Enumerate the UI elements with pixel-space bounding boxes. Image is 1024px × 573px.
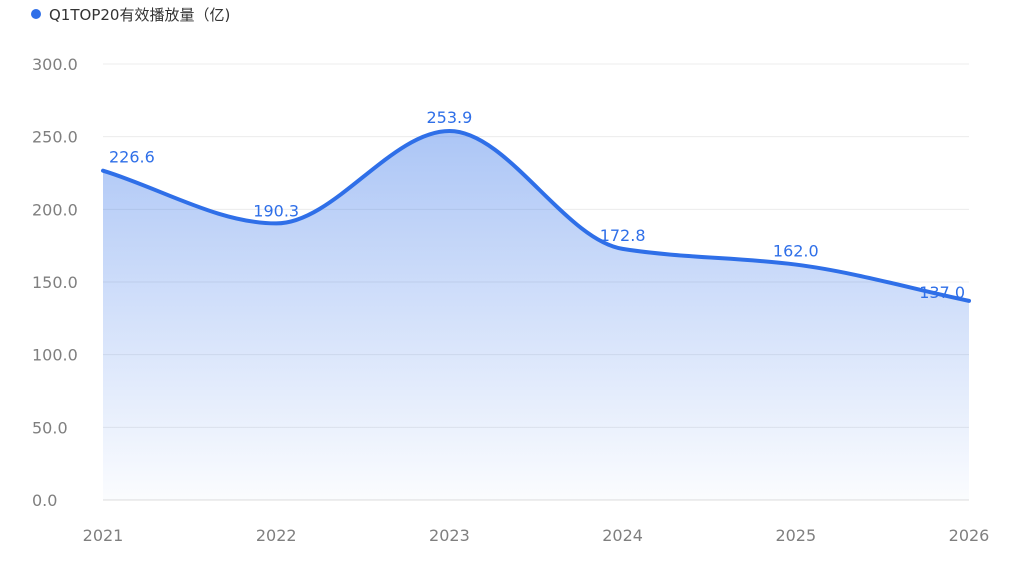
y-tick-label: 50.0	[32, 418, 68, 437]
x-tick-label: 2023	[429, 526, 470, 545]
data-label: 137.0	[919, 283, 965, 302]
data-label: 226.6	[109, 148, 155, 167]
data-point	[100, 168, 106, 174]
x-tick-label: 2022	[256, 526, 297, 545]
series-layer	[100, 128, 972, 501]
x-tick-label: 2024	[602, 526, 643, 545]
data-point	[273, 220, 279, 226]
x-tick-label: 2026	[949, 526, 990, 545]
data-label: 253.9	[426, 108, 472, 127]
y-tick-label: 150.0	[32, 273, 78, 292]
legend-marker-icon	[31, 9, 41, 19]
x-axis-tick-labels: 2021 2022 2023 2024 2025 2026	[83, 526, 990, 545]
data-label: 172.8	[600, 226, 646, 245]
y-tick-label: 250.0	[32, 128, 78, 147]
data-label: 162.0	[773, 242, 819, 261]
chart-legend: Q1TOP20有效播放量（亿)	[31, 3, 230, 25]
y-axis-tick-labels: 0.0 50.0 100.0 150.0 200.0 250.0 300.0	[32, 55, 78, 510]
series-area-fill	[103, 130, 969, 501]
y-tick-label: 0.0	[32, 491, 57, 510]
data-point	[446, 128, 452, 134]
y-tick-label: 200.0	[32, 200, 78, 219]
x-tick-label: 2025	[775, 526, 816, 545]
data-point	[793, 262, 799, 268]
legend-label: Q1TOP20有效播放量（亿)	[49, 5, 231, 24]
y-tick-label: 100.0	[32, 346, 78, 365]
data-point	[966, 298, 972, 304]
data-point	[620, 246, 626, 252]
series-line	[101, 128, 971, 303]
x-tick-label: 2021	[83, 526, 124, 545]
data-labels: 226.6 190.3 253.9 172.8 162.0 137.0	[109, 108, 965, 302]
data-label: 190.3	[253, 201, 299, 220]
y-tick-label: 300.0	[32, 55, 78, 74]
